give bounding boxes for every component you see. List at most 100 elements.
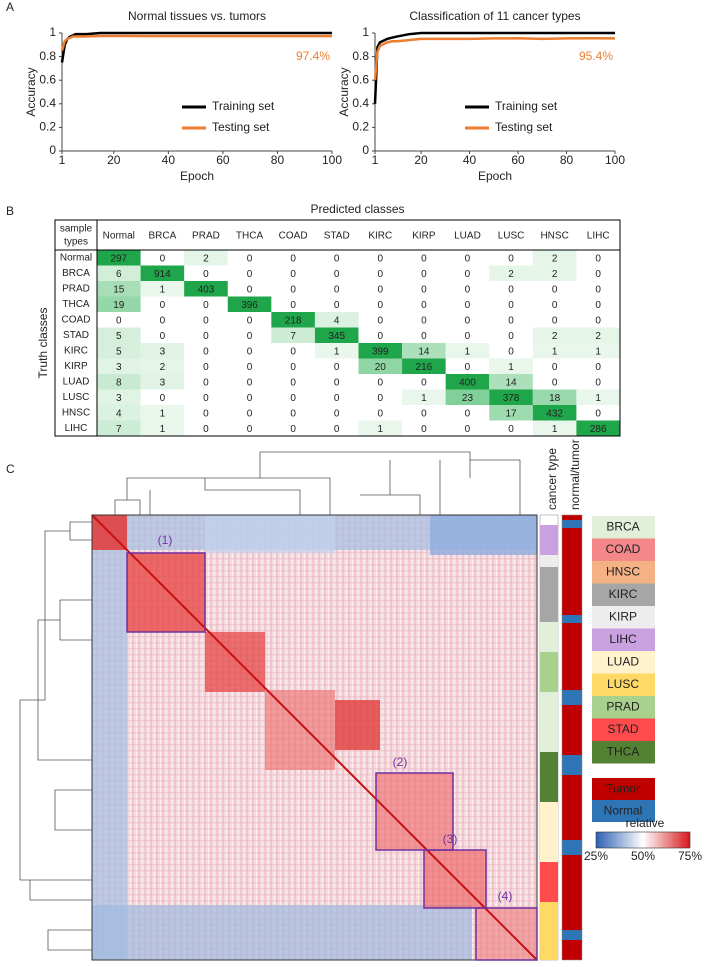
row-header: KIRP — [64, 361, 88, 372]
matrix-cell — [576, 327, 620, 343]
cell-value: 0 — [465, 424, 471, 435]
cell-value: 0 — [160, 300, 166, 311]
cell-value: 0 — [595, 377, 601, 388]
cell-value: 0 — [160, 331, 166, 342]
row-header: Normal — [60, 252, 92, 263]
cell-value: 0 — [203, 331, 209, 342]
x-tick-label: 1 — [372, 153, 379, 167]
cell-value: 0 — [508, 253, 514, 264]
cell-value: 0 — [421, 331, 427, 342]
legend-label: Testing set — [495, 120, 553, 134]
legend-label: Tumor — [606, 782, 640, 796]
cell-value: 0 — [334, 424, 340, 435]
cell-value: 1 — [508, 362, 514, 373]
cell-value: 0 — [465, 315, 471, 326]
cell-value: 0 — [334, 377, 340, 388]
table-border — [54, 219, 621, 437]
cell-value: 0 — [290, 377, 296, 388]
cell-value: 6 — [116, 269, 122, 280]
cell-value: 0 — [160, 315, 166, 326]
y-tick-label: 0.6 — [352, 72, 369, 86]
matrix-cell — [314, 343, 359, 359]
matrix-cell — [358, 358, 403, 374]
cell-value: 432 — [546, 408, 563, 419]
cell-value: 3 — [116, 393, 122, 404]
matrix-cell — [402, 358, 446, 374]
cell-value: 0 — [378, 393, 384, 404]
cell-value: 399 — [372, 346, 389, 357]
legend-label: THCA — [607, 745, 640, 759]
corner-label: sample — [60, 224, 93, 235]
matrix-cell — [97, 405, 141, 421]
row-header: THCA — [62, 299, 90, 310]
legend-label: BRCA — [606, 520, 639, 534]
cell-value: 0 — [595, 284, 601, 295]
row-header: KIRC — [64, 345, 88, 356]
cell-value: 0 — [465, 253, 471, 264]
cell-value: 0 — [203, 346, 209, 357]
matrix-cell — [532, 420, 577, 436]
cell-value: 2 — [160, 362, 166, 373]
cell-value: 0 — [421, 269, 427, 280]
column-header: COAD — [279, 231, 308, 242]
cluster-label: (2) — [393, 755, 408, 769]
cell-value: 0 — [203, 315, 209, 326]
matrix-cell — [532, 389, 577, 405]
cell-value: 0 — [421, 300, 427, 311]
cell-value: 0 — [290, 424, 296, 435]
matrix-cell — [97, 327, 141, 343]
column-header: HNSC — [540, 231, 568, 242]
matrix-cell — [358, 343, 403, 359]
y-tick-label: 0.6 — [39, 72, 56, 86]
column-header: LUAD — [454, 231, 481, 242]
cell-value: 0 — [334, 253, 340, 264]
matrix-cell — [532, 343, 577, 359]
cell-value: 0 — [203, 362, 209, 373]
row-axis-title: Truth classes — [36, 308, 50, 379]
x-tick-label: 40 — [463, 153, 477, 167]
legend-swatch — [592, 516, 655, 539]
matrix-cell — [97, 343, 141, 359]
row-header: BRCA — [62, 268, 90, 279]
cell-value: 0 — [552, 300, 558, 311]
y-tick-label: 0.4 — [39, 96, 56, 110]
matrix-cell — [184, 250, 228, 266]
legend-label: LUSC — [607, 677, 639, 691]
cell-value: 0 — [247, 315, 253, 326]
x-tick-label: 1 — [59, 153, 66, 167]
cell-value: 0 — [552, 362, 558, 373]
cell-value: 0 — [595, 362, 601, 373]
cell-value: 1 — [595, 393, 601, 404]
matrix-cell — [271, 312, 315, 328]
legend-swatch — [592, 800, 655, 822]
cell-value: 0 — [465, 362, 471, 373]
cell-value: 0 — [508, 331, 514, 342]
x-tick-label: 80 — [560, 153, 574, 167]
cell-value: 2 — [203, 253, 209, 264]
column-header: THCA — [236, 231, 264, 242]
cell-value: 0 — [421, 377, 427, 388]
cell-value: 1 — [160, 408, 166, 419]
y-tick-label: 0.8 — [352, 49, 369, 63]
column-header: KIRP — [412, 231, 436, 242]
cell-value: 0 — [465, 408, 471, 419]
y-tick-label: 0 — [362, 143, 369, 157]
matrix-cell — [576, 389, 620, 405]
x-axis-title: Epoch — [180, 169, 214, 183]
legend-label: KIRP — [609, 610, 637, 624]
cell-value: 0 — [247, 377, 253, 388]
x-tick-label: 40 — [162, 153, 176, 167]
cell-value: 286 — [590, 424, 607, 435]
y-tick-label: 1 — [362, 25, 369, 39]
annotation-bars — [539, 514, 583, 961]
colorbar-title: relative — [626, 816, 665, 830]
cell-value: 0 — [247, 331, 253, 342]
panel-label: B — [6, 204, 14, 218]
cell-value: 0 — [290, 346, 296, 357]
cell-value: 297 — [110, 253, 127, 264]
cluster-label: (4) — [498, 889, 513, 903]
matrix-cell — [97, 296, 141, 312]
cell-value: 0 — [203, 424, 209, 435]
